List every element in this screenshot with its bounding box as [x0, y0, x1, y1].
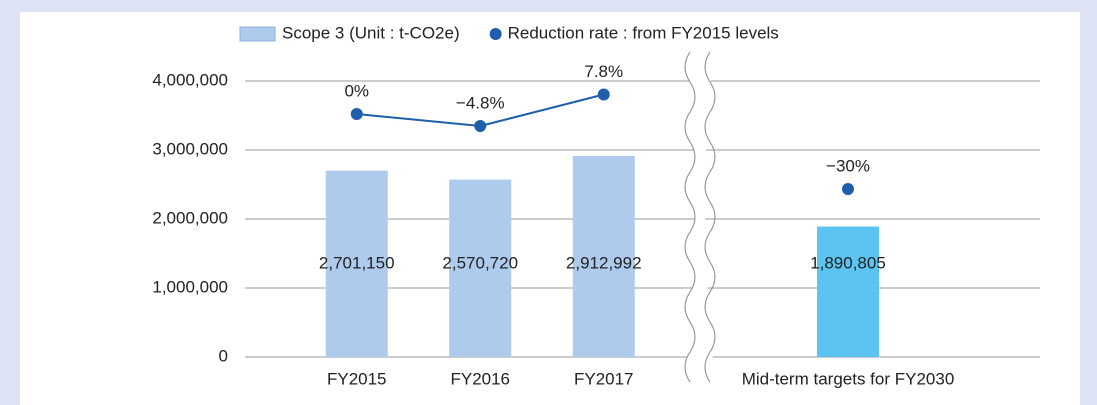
- break-band: [685, 52, 715, 382]
- break-line: [704, 51, 716, 383]
- y-tick-label: 0: [219, 346, 228, 365]
- x-tick-label: FY2017: [574, 369, 634, 388]
- bar-value-label: 2,912,992: [566, 253, 642, 272]
- axis-break: [684, 51, 716, 383]
- legend-label: Reduction rate : from FY2015 levels: [508, 23, 779, 42]
- x-tick-label: FY2015: [327, 369, 387, 388]
- bar: [817, 226, 879, 357]
- y-tick-label: 2,000,000: [152, 208, 228, 227]
- point: [597, 88, 610, 101]
- point-value-label: 0%: [344, 81, 369, 100]
- x-tick-label: Mid-term targets for FY2030: [742, 369, 955, 388]
- y-tick-label: 3,000,000: [152, 139, 228, 158]
- point: [350, 108, 363, 120]
- chart-panel: [20, 12, 1080, 405]
- legend-label: Scope 3 (Unit : t-CO2e): [282, 23, 460, 42]
- point-value-label: 7.8%: [584, 62, 623, 81]
- bar: [572, 156, 635, 357]
- point-value-label: −4.8%: [456, 93, 505, 112]
- y-tick-label: 4,000,000: [152, 70, 228, 89]
- bar-value-label: 1,890,805: [810, 253, 886, 272]
- legend-swatch: [489, 28, 502, 40]
- point-value-label: −30%: [826, 156, 870, 175]
- x-tick-label: FY2016: [450, 369, 510, 388]
- plot: 0 1,000,000 2,000,000 3,000,000 4,000,000 FY2…: [152, 70, 1040, 388]
- legend-swatch: [239, 26, 276, 42]
- bar: [449, 179, 512, 357]
- legend: 0% −4.8% 7.8% −30% Scope 3 (Unit : t-CO2e) Re…: [239, 23, 870, 195]
- bar-value-label: 2,701,150: [319, 253, 395, 272]
- point: [474, 120, 487, 132]
- bar: [325, 170, 388, 357]
- y-tick-label: 1,000,000: [152, 277, 228, 296]
- bar-value-label: 2,570,720: [442, 253, 518, 272]
- point: [842, 183, 854, 195]
- break-line: [684, 51, 696, 383]
